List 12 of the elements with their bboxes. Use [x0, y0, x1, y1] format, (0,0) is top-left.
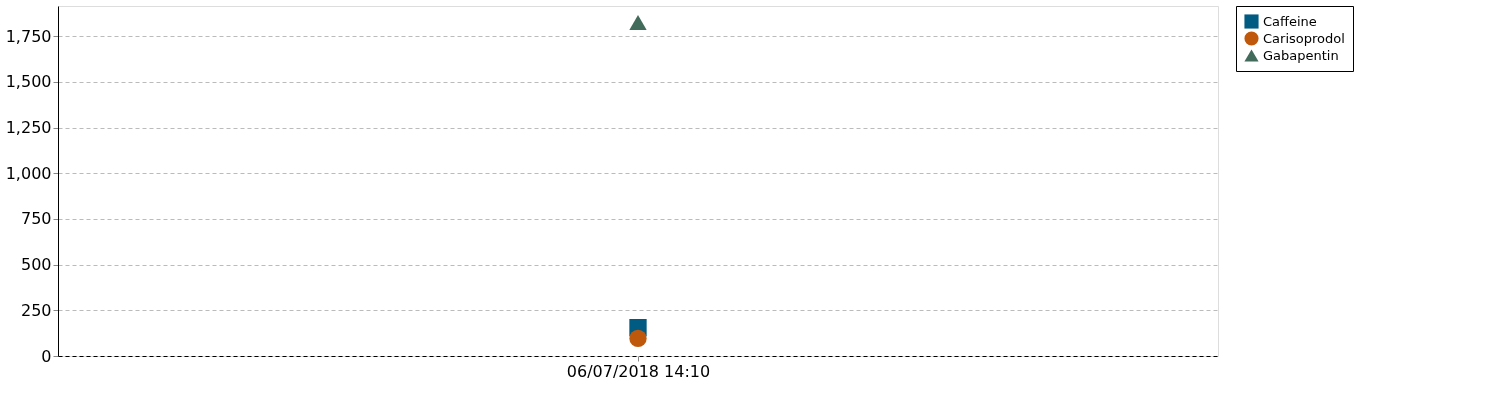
- legend-label: Caffeine: [1263, 13, 1317, 29]
- y-tick-label: 1,250: [5, 118, 52, 138]
- y-tick-label: 250: [20, 300, 52, 320]
- x-tick-label: 06/07/2018 14:10: [566, 361, 711, 381]
- y-tick-label: 500: [20, 255, 52, 275]
- y-tick-label: 750: [20, 209, 52, 229]
- legend-label: Gabapentin: [1263, 47, 1339, 63]
- y-tick-label: 1,000: [5, 163, 52, 183]
- y-tick-label: 1,750: [5, 26, 52, 46]
- y-tick-label: 0: [41, 346, 52, 366]
- y-tick-label: 1,500: [5, 72, 52, 92]
- legend-label: Carisoprodol: [1263, 30, 1345, 46]
